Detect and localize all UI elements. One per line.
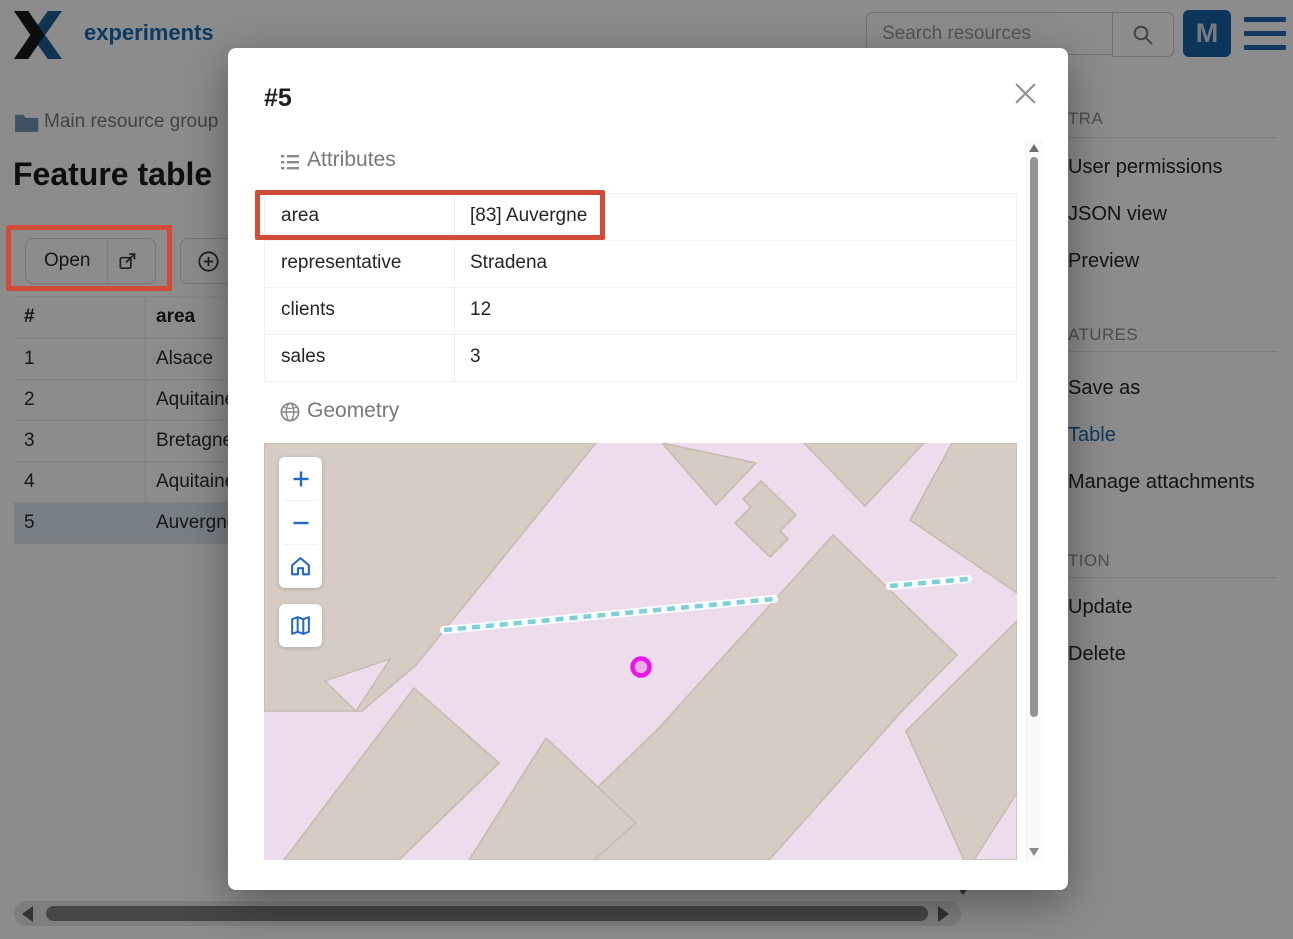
geometry-map[interactable] — [264, 443, 1017, 860]
user-avatar[interactable]: M — [1183, 10, 1231, 57]
attribute-row-clients: clients 12 — [265, 288, 1016, 335]
button-divider — [107, 239, 109, 283]
modal-title: #5 — [264, 84, 292, 112]
attr-key: clients — [281, 299, 335, 320]
sidebar-section-extra: TRA — [1068, 109, 1104, 128]
plus-icon — [293, 471, 308, 486]
attr-value: 3 — [470, 346, 481, 367]
cell-area: Auvergne — [156, 512, 238, 533]
cell-num: 2 — [24, 389, 35, 410]
page-title: Feature table — [13, 156, 213, 192]
attribute-row-sales: sales 3 — [265, 335, 1016, 382]
search-input[interactable] — [880, 14, 1104, 53]
search-button[interactable] — [1112, 12, 1174, 57]
minus-icon — [293, 521, 308, 524]
folder-icon — [15, 114, 39, 132]
cell-num: 5 — [24, 512, 35, 533]
app-logo-x-icon[interactable] — [14, 11, 62, 59]
col-header-num[interactable]: # — [24, 306, 35, 327]
railway-line — [440, 575, 972, 634]
divider — [1068, 577, 1277, 578]
basemap-button[interactable] — [279, 604, 322, 647]
sidebar-item-save-as[interactable]: Save as — [1068, 377, 1141, 399]
close-button[interactable] — [1008, 76, 1042, 110]
cell-num: 4 — [24, 471, 35, 492]
divider — [1068, 137, 1277, 138]
cell-area: Bretagne — [156, 430, 234, 451]
sidebar-item-update[interactable]: Update — [1068, 596, 1133, 618]
menu-hamburger-icon[interactable] — [1244, 17, 1286, 50]
attribute-row-representative: representative Stradena — [265, 241, 1016, 288]
home-extent-button[interactable] — [279, 545, 322, 588]
modal-scroll-up-arrow[interactable] — [1029, 144, 1039, 152]
cell-area: Alsace — [156, 348, 214, 369]
annotation-box-area-row — [255, 190, 605, 240]
attribute-row-area: area [83] Auvergne — [265, 194, 1016, 241]
globe-icon — [280, 402, 300, 422]
annotation-box-open-button — [6, 225, 172, 291]
zoom-in-button[interactable] — [279, 457, 322, 500]
sidebar-item-json-view[interactable]: JSON view — [1068, 203, 1167, 225]
table-scroll-down-arrow[interactable] — [956, 886, 970, 895]
scroll-left-arrow[interactable] — [22, 906, 33, 922]
home-icon — [291, 557, 310, 576]
attr-key: area — [281, 205, 320, 226]
map-zoom-control-group — [279, 457, 322, 588]
basemap-control-group — [279, 604, 322, 647]
open-button-label: Open — [44, 250, 91, 271]
external-link-icon — [119, 252, 136, 269]
attr-key: representative — [281, 252, 402, 273]
attributes-section-label: Attributes — [307, 148, 396, 171]
sidebar-item-manage-attachments[interactable]: Manage attachments — [1068, 471, 1255, 493]
sidebar-item-table[interactable]: Table — [1068, 424, 1116, 446]
cell-area: Aquitaine — [156, 471, 236, 492]
scroll-right-arrow[interactable] — [938, 906, 949, 922]
col-header-area[interactable]: area — [156, 306, 196, 327]
attributes-list-icon — [281, 155, 299, 170]
horizontal-scrollbar-thumb[interactable] — [46, 906, 928, 921]
attr-key: sales — [281, 346, 326, 367]
sidebar-section-features: ATURES — [1068, 325, 1139, 344]
attributes-table: area [83] Auvergne representative Strade… — [264, 193, 1017, 382]
cell-num: 1 — [24, 348, 35, 369]
close-icon — [1014, 82, 1036, 104]
cell-num: 3 — [24, 430, 35, 451]
divider — [1068, 351, 1277, 352]
avatar-initial: M — [1195, 18, 1219, 48]
geometry-section-label: Geometry — [307, 399, 400, 422]
attr-value: [83] Auvergne — [470, 205, 588, 226]
sidebar-item-preview[interactable]: Preview — [1068, 250, 1140, 272]
app-title[interactable]: experiments — [84, 20, 214, 45]
sidebar-item-user-permissions[interactable]: User permissions — [1068, 156, 1223, 178]
sidebar-section-action: TION — [1068, 551, 1111, 570]
breadcrumb[interactable]: Main resource group — [44, 111, 219, 132]
attr-value: Stradena — [470, 252, 548, 273]
open-button[interactable]: Open — [25, 238, 156, 284]
modal-scroll-down-arrow[interactable] — [1029, 848, 1039, 856]
map-canvas — [264, 443, 1017, 860]
sidebar-item-delete[interactable]: Delete — [1068, 643, 1126, 665]
map-icon — [291, 616, 310, 635]
attr-value: 12 — [470, 299, 492, 320]
search-icon — [1133, 25, 1153, 44]
modal-scrollbar-thumb[interactable] — [1030, 157, 1038, 717]
plus-circle-icon — [198, 250, 219, 272]
feature-point-marker — [630, 656, 652, 678]
cell-area: Aquitaine — [156, 389, 236, 410]
zoom-out-button[interactable] — [279, 501, 322, 544]
